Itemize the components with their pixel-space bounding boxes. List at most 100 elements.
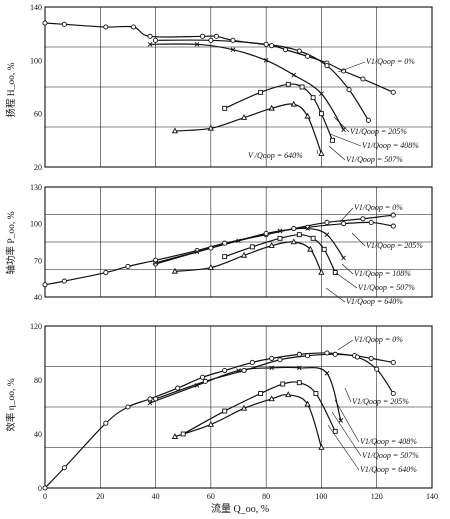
data-point-circle [390, 89, 396, 95]
data-point-circle [263, 41, 269, 47]
eff-leader-1 [344, 387, 352, 403]
data-point-circle [340, 221, 347, 227]
power-label-2: V1/Qoop = 108% [354, 269, 411, 278]
head-leader-0 [337, 61, 366, 73]
data-point-circle [291, 226, 297, 232]
data-point-circle [360, 216, 366, 222]
eff-leader-3 [331, 411, 362, 457]
data-point-square [280, 381, 286, 387]
data-point-circle [332, 351, 338, 357]
y-tick-label: 40 [34, 293, 42, 302]
eff-leader-4 [327, 424, 360, 471]
data-point-square [222, 105, 228, 111]
data-point-circle [200, 374, 206, 380]
data-point-cross [319, 91, 324, 96]
data-point-circle [282, 47, 289, 53]
power-label-3: V1/Qoop = 507% [358, 283, 415, 292]
data-point-circle [269, 355, 275, 361]
data-point-triangle [268, 242, 275, 248]
data-point-circle [305, 224, 311, 230]
data-point-triangle [304, 400, 311, 407]
x-axis-label: 流量 Q_oo, % [211, 502, 269, 515]
eff-label-1: V1/Qoop = 205% [352, 397, 409, 406]
data-point-triangle [290, 238, 297, 245]
data-point-circle [42, 282, 48, 288]
data-point-cross [305, 226, 310, 231]
data-point-circle [390, 212, 396, 218]
power-frame [44, 186, 433, 298]
eff-leader-2 [334, 399, 360, 443]
y-tick-label: 20 [34, 163, 42, 172]
data-point-cross [263, 58, 269, 63]
data-point-circle [175, 385, 181, 391]
data-point-cross [269, 365, 274, 371]
efficiency-y-ticks: 120 80 40 0 [30, 322, 42, 493]
data-point-circle [324, 219, 330, 225]
power-leader-0 [339, 207, 354, 223]
data-point-triangle [240, 114, 248, 120]
data-point-square [310, 95, 316, 101]
power-grid [45, 187, 432, 297]
y-tick-label: 130 [30, 183, 42, 192]
series-line-1 [155, 39, 369, 121]
data-point-triangle [318, 443, 325, 450]
data-point-triangle [318, 269, 325, 275]
eff-label-4: V1/Qoop = 640% [360, 465, 417, 474]
data-point-cross [324, 370, 330, 376]
data-point-circle [390, 390, 396, 397]
data-point-cross [277, 228, 283, 234]
head-leader-4 [316, 149, 319, 155]
series-line-0 [44, 22, 394, 93]
data-point-triangle [240, 404, 248, 411]
data-point-square [258, 89, 264, 95]
data-point-cross [236, 368, 241, 373]
data-point-circle [125, 263, 131, 269]
data-point-circle [354, 354, 360, 360]
data-point-cross [230, 47, 236, 52]
x-tick-label: 80 [262, 492, 270, 501]
x-tick-label: 100 [315, 492, 327, 501]
data-point-triangle [268, 104, 275, 111]
head-frame [44, 6, 433, 168]
efficiency-panel: 120 80 40 0 0 20 40 60 80 100 120 140 效率 η_oo, % 流… [5, 322, 438, 515]
data-point-circle [324, 63, 330, 69]
data-point-circle [208, 37, 214, 43]
data-point-circle [346, 87, 352, 93]
y-tick-label: 0 [38, 484, 42, 493]
data-point-cross [153, 260, 158, 266]
data-point-cross [194, 42, 200, 47]
efficiency-y-axis-label: 效率 η_oo, % [5, 378, 17, 431]
data-point-square [296, 380, 302, 386]
y-tick-label: 120 [30, 322, 42, 331]
data-point-square [310, 235, 316, 241]
efficiency-x-ticks: 0 20 40 60 80 100 120 140 [43, 492, 438, 501]
data-point-triangle [171, 433, 179, 439]
head-leader-2 [329, 133, 362, 147]
data-point-square [332, 428, 338, 434]
data-point-circle [368, 355, 374, 361]
y-tick-label: 40 [34, 430, 42, 439]
data-point-circle [208, 245, 214, 251]
series-line-4 [174, 241, 322, 273]
head-label-0: V1/Qoop = 0% [366, 57, 415, 66]
head-curve-labels: V1/Qoop = 0% V1/Qoop = 205% V1/Qoop = 40… [248, 57, 419, 164]
data-point-square [296, 232, 302, 238]
data-point-square [222, 408, 228, 414]
data-point-square [332, 270, 338, 276]
data-point-cross [147, 42, 153, 47]
y-tick-label: 80 [34, 376, 42, 385]
data-point-circle [202, 378, 208, 384]
series-line-3 [224, 83, 334, 141]
data-point-circle [305, 353, 311, 359]
data-point-circle [263, 230, 269, 236]
series-line-2 [149, 366, 342, 421]
series-line-4 [174, 394, 323, 448]
power-curve-labels: V1/Qoop = 0% V1/Qoop = 205% V1/Qoop = 10… [325, 203, 423, 306]
data-point-cross [338, 418, 344, 423]
data-point-square [222, 254, 228, 260]
power-y-ticks: 130 100 70 40 [30, 183, 42, 302]
data-point-circle [61, 465, 67, 471]
data-point-square [313, 391, 319, 396]
data-point-circle [200, 33, 206, 39]
data-point-circle [368, 219, 374, 225]
